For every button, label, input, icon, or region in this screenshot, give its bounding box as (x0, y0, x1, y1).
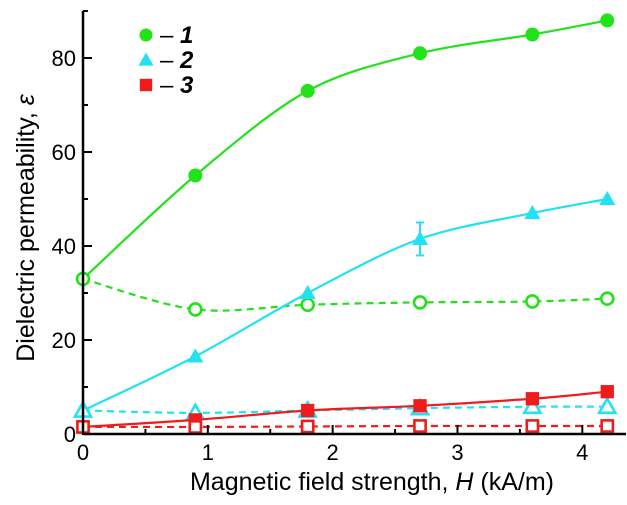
data-point (599, 291, 615, 306)
data-point (300, 297, 315, 313)
data-point (599, 190, 616, 206)
legend-number: 2 (179, 47, 194, 74)
x-axis-title-var: H (455, 468, 474, 496)
legend-dash: – (160, 22, 180, 49)
data-point (188, 302, 203, 317)
data-point (600, 13, 615, 28)
data-point (411, 230, 429, 245)
legend-marker (139, 78, 153, 92)
data-point (188, 420, 203, 434)
legend-dash: – (160, 47, 180, 74)
legend-dash: – (160, 72, 180, 99)
legend-number: 3 (180, 72, 194, 99)
legend-item-3: – 3 (139, 72, 194, 99)
data-point (600, 419, 615, 433)
series-1-solid (76, 13, 615, 286)
data-point (412, 295, 428, 310)
data-point (300, 83, 315, 98)
legend-item-2: – 2 (138, 47, 194, 74)
data-point (188, 168, 203, 183)
data-point (525, 294, 540, 309)
data-point (300, 419, 315, 434)
x-axis-title-pre: Magnetic field strength, (190, 468, 455, 496)
data-point (413, 399, 427, 413)
y-tick-label: 80 (52, 46, 76, 71)
x-tick-label: 4 (576, 440, 588, 465)
legend-label: – 1 (160, 22, 193, 49)
data-point (525, 27, 540, 42)
data-point (525, 392, 540, 406)
y-axis-title-pre: Dielectric permeability, (12, 105, 40, 362)
legend-number: 1 (180, 22, 193, 49)
x-axis-title-post: (kA/m) (473, 468, 554, 496)
x-axis-title: Magnetic field strength, H (kA/m) (190, 468, 554, 496)
data-point (413, 46, 428, 61)
legend-marker (139, 28, 153, 42)
y-tick-label: 20 (52, 328, 76, 353)
y-axis-title: Dielectric permeability, ε (12, 93, 40, 362)
y-axis-title-var: ε (12, 93, 40, 105)
x-tick-label: 0 (77, 440, 89, 465)
legend-label: – 2 (160, 47, 194, 74)
legend-marker (138, 52, 154, 66)
legend-item-1: – 1 (139, 22, 193, 49)
series-layer (72, 13, 618, 434)
y-tick-label: 60 (52, 140, 76, 165)
series-line (82, 277, 608, 312)
data-point (301, 403, 315, 418)
data-point (596, 396, 618, 415)
data-point (187, 348, 204, 363)
data-point (522, 396, 543, 415)
legend-label: – 3 (160, 72, 194, 99)
data-point (413, 419, 427, 433)
data-point (524, 205, 541, 220)
x-tick-label: 3 (451, 440, 463, 465)
legend: – 1– 2– 3 (138, 22, 194, 99)
data-point (600, 385, 614, 399)
data-point (299, 284, 316, 300)
x-tick-label: 2 (327, 440, 339, 465)
y-tick-label: 40 (52, 234, 76, 259)
x-tick-label: 1 (202, 440, 214, 465)
series-1-dashed (75, 271, 615, 317)
data-point (525, 419, 540, 433)
y-tick-label: 0 (64, 422, 76, 447)
